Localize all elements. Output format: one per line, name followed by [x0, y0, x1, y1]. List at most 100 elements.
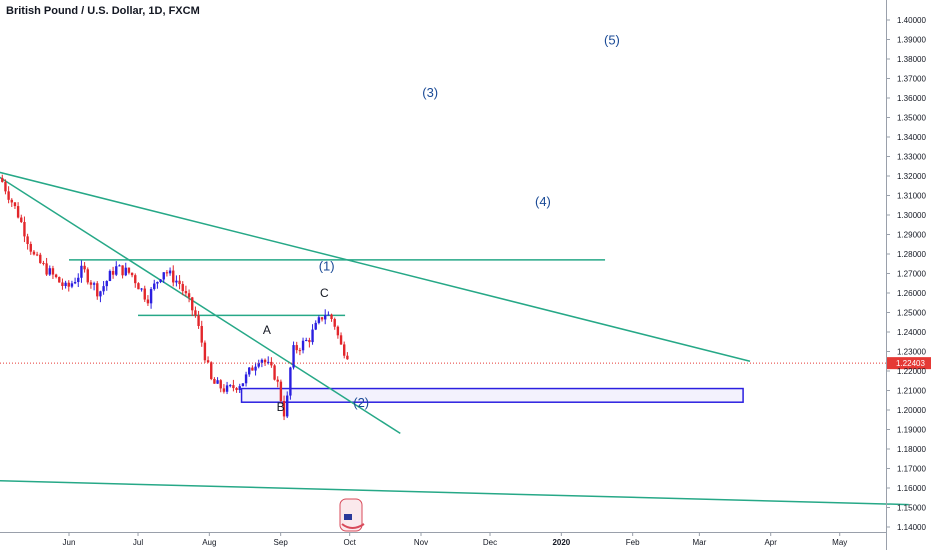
candle-down[interactable] [235, 388, 238, 391]
candle-down[interactable] [61, 282, 64, 286]
candle-up[interactable] [216, 380, 219, 384]
candle-up[interactable] [92, 283, 96, 285]
candle-down[interactable] [146, 299, 150, 304]
candle-down[interactable] [336, 326, 340, 336]
candle-up[interactable] [292, 345, 295, 368]
candle-down[interactable] [23, 221, 26, 237]
candle-up[interactable] [317, 317, 321, 323]
candle-down[interactable] [26, 236, 29, 245]
candle-down[interactable] [86, 269, 89, 283]
candle-down[interactable] [232, 385, 235, 389]
candle-down[interactable] [172, 270, 175, 283]
candle-down[interactable] [16, 206, 20, 218]
candle-up[interactable] [286, 395, 289, 417]
candle-down[interactable] [251, 367, 254, 371]
candle-up[interactable] [225, 385, 229, 392]
candle-up[interactable] [238, 386, 241, 391]
candle-up[interactable] [115, 266, 118, 275]
candle-down[interactable] [4, 181, 7, 192]
candle-up[interactable] [314, 322, 317, 330]
candle-up[interactable] [260, 359, 264, 363]
candle-down[interactable] [203, 342, 207, 361]
candle-up[interactable] [289, 367, 292, 396]
candle-down[interactable] [197, 315, 200, 326]
candle-up[interactable] [175, 280, 178, 283]
candle-up[interactable] [70, 283, 74, 287]
candle-down[interactable] [1, 177, 4, 182]
candle-up[interactable] [102, 286, 105, 292]
candle-up[interactable] [254, 366, 257, 371]
candle-up[interactable] [248, 367, 251, 375]
candle-up[interactable] [108, 271, 112, 282]
candle-down[interactable] [346, 355, 349, 360]
price-axis[interactable]: 1.40000 1.39000 1.38000 1.37000 1.36000 1.350… [886, 16, 926, 532]
candle-down[interactable] [111, 271, 115, 275]
candle-down[interactable] [165, 272, 169, 274]
candle-up[interactable] [229, 385, 232, 387]
candle-down[interactable] [29, 244, 32, 252]
candle-up[interactable] [267, 361, 270, 363]
candle-up[interactable] [105, 281, 108, 287]
candle-down[interactable] [339, 335, 343, 345]
candle-up[interactable] [257, 362, 260, 367]
candle-up[interactable] [244, 374, 248, 384]
candle-up[interactable] [241, 383, 245, 387]
candle-down[interactable] [219, 380, 222, 389]
candle-down[interactable] [39, 254, 42, 263]
candle-down[interactable] [308, 339, 311, 343]
candle-down[interactable] [54, 274, 58, 278]
candle-up[interactable] [162, 272, 165, 280]
candle-up[interactable] [140, 288, 143, 290]
candle-down[interactable] [137, 283, 140, 290]
candle-down[interactable] [7, 191, 10, 200]
candle-up[interactable] [311, 329, 314, 343]
candle-up[interactable] [77, 277, 80, 283]
candle-down[interactable] [130, 272, 134, 276]
upper-descending-trendline[interactable] [0, 167, 751, 362]
candle-down[interactable] [32, 251, 36, 255]
candle-down[interactable] [58, 277, 61, 283]
candle-down[interactable] [83, 265, 86, 270]
candle-down[interactable] [134, 275, 137, 284]
candle-down[interactable] [270, 361, 273, 366]
candle-down[interactable] [222, 388, 226, 392]
candle-up[interactable] [156, 281, 159, 284]
candle-up[interactable] [159, 279, 162, 282]
candle-down[interactable] [20, 217, 23, 222]
candle-down[interactable] [89, 282, 93, 285]
candle-up[interactable] [118, 265, 121, 267]
time-axis[interactable]: Jun Jul Aug Sep Oct Nov Dec 2020 Feb Mar Apr May [63, 532, 848, 547]
candle-down[interactable] [330, 314, 333, 320]
plot-area[interactable] [0, 0, 886, 550]
candle-up[interactable] [153, 283, 156, 290]
candle-down[interactable] [273, 365, 276, 380]
candle-up[interactable] [168, 270, 172, 274]
candle-up[interactable] [149, 289, 153, 304]
candle-down[interactable] [35, 254, 39, 256]
candle-down[interactable] [276, 379, 279, 382]
lower-support-trendline[interactable] [0, 479, 909, 506]
candle-up[interactable] [124, 267, 127, 276]
candle-down[interactable] [96, 283, 99, 297]
candle-down[interactable] [320, 317, 324, 320]
candle-down[interactable] [184, 291, 188, 294]
candle-down[interactable] [42, 262, 45, 264]
candle-up[interactable] [48, 268, 51, 275]
candle-up[interactable] [73, 282, 77, 284]
candle-down[interactable] [298, 350, 302, 352]
candle-down[interactable] [45, 263, 48, 275]
candle-down[interactable] [343, 344, 346, 356]
candle-down[interactable] [178, 280, 181, 285]
candle-down[interactable] [194, 310, 197, 316]
candle-down[interactable] [187, 293, 191, 298]
candle-up[interactable] [327, 314, 330, 316]
candle-down[interactable] [333, 319, 336, 327]
candle-down[interactable] [121, 265, 124, 276]
candle-down[interactable] [10, 199, 13, 203]
candle-down[interactable] [51, 268, 55, 275]
candle-down[interactable] [210, 362, 213, 379]
candle-down[interactable] [127, 267, 131, 273]
candle-down[interactable] [295, 345, 298, 351]
candle-up[interactable] [80, 265, 83, 278]
